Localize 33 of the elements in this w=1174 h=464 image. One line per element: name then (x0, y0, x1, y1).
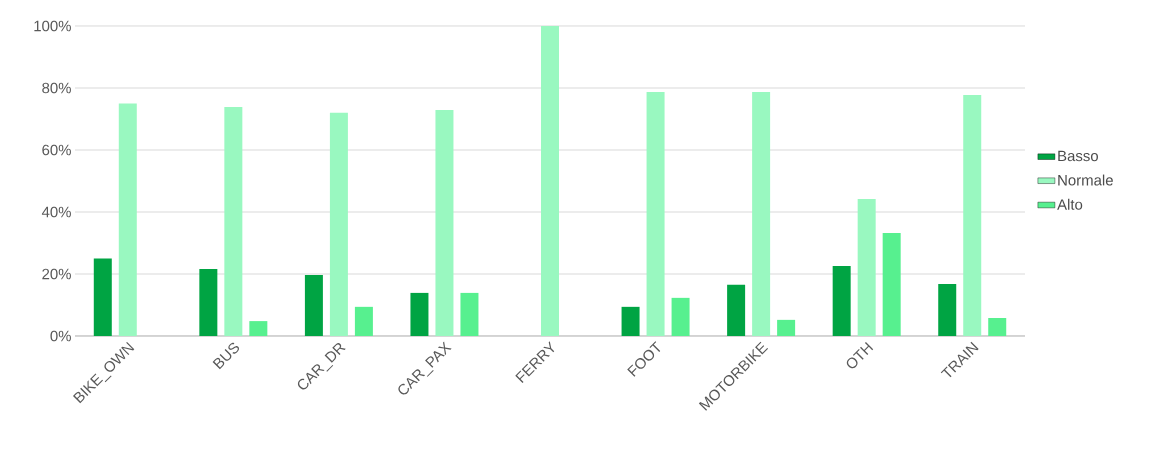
bar (354, 306, 373, 336)
bar (541, 25, 560, 336)
bar (304, 274, 323, 336)
bar (857, 198, 876, 336)
y-tick-label: 80% (42, 82, 71, 94)
y-tick-label: 60% (42, 144, 71, 156)
legend-label: Basso (1058, 150, 1098, 162)
bar (646, 92, 665, 336)
bar (435, 109, 454, 336)
legend-label: Alto (1057, 198, 1083, 210)
bar (777, 319, 796, 336)
bar (832, 265, 851, 336)
bar (727, 284, 746, 336)
bar (410, 292, 429, 336)
bar (671, 297, 690, 336)
bar (621, 306, 640, 336)
y-tick-label: 20% (42, 268, 71, 280)
bar (988, 318, 1007, 336)
y-tick-label: 40% (41, 206, 71, 218)
bar (224, 106, 243, 336)
bar (882, 233, 901, 336)
legend-label: Normale (1058, 174, 1113, 186)
bar (752, 92, 771, 336)
bar (460, 292, 479, 336)
bar (938, 283, 957, 336)
y-tick-label: 100% (34, 20, 71, 32)
bar (329, 112, 348, 336)
y-tick-label: 0% (50, 330, 71, 342)
bar (93, 258, 112, 336)
bar (249, 321, 268, 336)
bar (199, 269, 218, 336)
bar (118, 103, 137, 336)
bar (963, 95, 982, 336)
